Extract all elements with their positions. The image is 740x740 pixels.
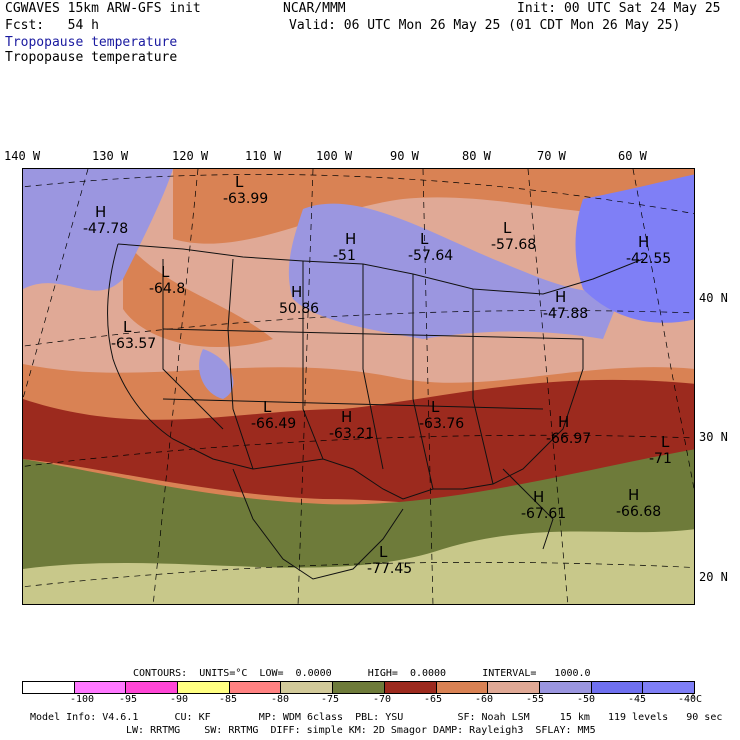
extremum-value: -64.8 (149, 281, 185, 297)
lon-label: 100 W (316, 149, 353, 163)
colorbar-swatch (591, 682, 644, 693)
extremum-value: 50.86 (279, 301, 319, 317)
colorbar-swatch (229, 682, 282, 693)
high-marker: H (533, 488, 544, 506)
lat-label: 20 N (699, 570, 728, 584)
valid-time: Valid: 06 UTC Mon 26 May 25 (01 CDT Mon … (289, 18, 681, 33)
extremum-value: -57.64 (408, 248, 453, 264)
colorbar-label: -90 (170, 694, 189, 705)
colorbar-label: -60 (475, 694, 494, 705)
low-marker: L (379, 543, 388, 561)
colorbar-label: -40 (678, 694, 697, 705)
colorbar-unit: °C (690, 694, 703, 705)
lon-label: 140 W (4, 149, 41, 163)
colorbar-swatch (539, 682, 592, 693)
colorbar-swatch (281, 682, 334, 693)
extremum-value: -71 (649, 451, 672, 467)
high-marker: H (628, 486, 639, 504)
fill-lavender-sw (199, 349, 234, 399)
colorbar-label: -50 (577, 694, 596, 705)
colorbar-swatch (384, 682, 437, 693)
low-marker: L (123, 318, 132, 336)
high-marker: H (345, 230, 356, 248)
colorbar-label: -45 (628, 694, 647, 705)
fill-orange-north (173, 169, 694, 244)
high-marker: H (95, 203, 106, 221)
colorbar-swatch (643, 682, 694, 693)
map-panel: L -63.99 H -47.78 H -51 L -57.64 L -57.68 H -42.55 L… (22, 168, 695, 605)
extremum-value: -51 (333, 248, 356, 264)
colorbar-label: -95 (119, 694, 138, 705)
lon-label: 120 W (172, 149, 209, 163)
extremum-value: -42.55 (626, 251, 671, 267)
extremum-value: -66.68 (616, 504, 661, 520)
init-time: Init: 00 UTC Sat 24 May 25 (517, 1, 721, 16)
extremum-value: -66.97 (546, 431, 591, 447)
colorbar-label: -85 (219, 694, 238, 705)
colorbar-swatch (23, 682, 75, 693)
lon-label: 130 W (92, 149, 129, 163)
extremum-value: -57.68 (491, 237, 536, 253)
map-svg: L-63.99H-47.78H-51L-57.64L-57.68 H-42.55L… (23, 169, 694, 604)
high-marker: H (638, 233, 649, 251)
colorbar-label: -70 (373, 694, 392, 705)
extremum-value: -63.57 (111, 336, 156, 352)
model-title: CGWAVES 15km ARW-GFS init (5, 1, 201, 16)
fill-blue-ne (575, 174, 694, 323)
high-marker: H (291, 283, 302, 301)
physics-info: LW: RRTMG SW: RRTMG DIFF: simple KM: 2D … (126, 725, 596, 736)
fill-orange-west (123, 239, 273, 348)
low-marker: L (420, 230, 429, 248)
model-info: Model Info: V4.6.1 CU: KF MP: WDM 6class… (30, 712, 723, 723)
map-marks: L-63.99H-47.78H-51L-57.64L-57.68 H-42.55L… (83, 173, 672, 577)
fill-lavender-center (288, 203, 623, 339)
color-bar (22, 681, 695, 694)
political-boundaries (107, 243, 644, 580)
grid-lines (23, 169, 694, 604)
lon-label: 80 W (462, 149, 491, 163)
fill-lavender-nw (23, 169, 173, 291)
lon-label: 70 W (537, 149, 566, 163)
forecast-hour: Fcst: 54 h (5, 18, 99, 33)
low-marker: L (263, 398, 272, 416)
org-label: NCAR/MMM (283, 1, 346, 16)
low-marker: L (661, 433, 670, 451)
extremum-value: -63.76 (419, 416, 464, 432)
field-title-2: Tropopause temperature (5, 50, 178, 65)
extremum-value: -47.88 (543, 306, 588, 322)
colorbar-swatch (436, 682, 489, 693)
colorbar-swatch (488, 682, 540, 693)
lon-label: 90 W (390, 149, 419, 163)
extremum-value: -63.21 (329, 426, 374, 442)
high-marker: H (558, 413, 569, 431)
colorbar-swatch (74, 682, 127, 693)
lat-label: 30 N (699, 430, 728, 444)
extremum-value: -63.99 (223, 191, 268, 207)
colorbar-label: -75 (321, 694, 340, 705)
colorbar-label: -80 (271, 694, 290, 705)
colorbar-label: -55 (526, 694, 545, 705)
colorbar-swatch (178, 682, 230, 693)
colorbar-swatch (333, 682, 385, 693)
high-marker: H (555, 288, 566, 306)
lon-label: 110 W (245, 149, 282, 163)
low-marker: L (431, 398, 440, 416)
field-title-1: Tropopause temperature (5, 35, 178, 50)
contours-info: CONTOURS: UNITS=°C LOW= 0.0000 HIGH= 0.0… (133, 668, 591, 679)
low-marker: L (235, 173, 244, 191)
colorbar-label: -100 (70, 694, 95, 705)
colorbar-swatch (126, 682, 179, 693)
fill-darkred-band (23, 379, 694, 510)
extremum-value: -47.78 (83, 221, 128, 237)
fill-khaki-south (23, 529, 694, 604)
colorbar-label: -65 (424, 694, 443, 705)
high-marker: H (341, 408, 352, 426)
lon-label: 60 W (618, 149, 647, 163)
lat-label: 40 N (699, 291, 728, 305)
extremum-value: -77.45 (367, 561, 412, 577)
low-marker: L (161, 263, 170, 281)
low-marker: L (503, 219, 512, 237)
extremum-value: -67.61 (521, 506, 566, 522)
extremum-value: -66.49 (251, 416, 296, 432)
